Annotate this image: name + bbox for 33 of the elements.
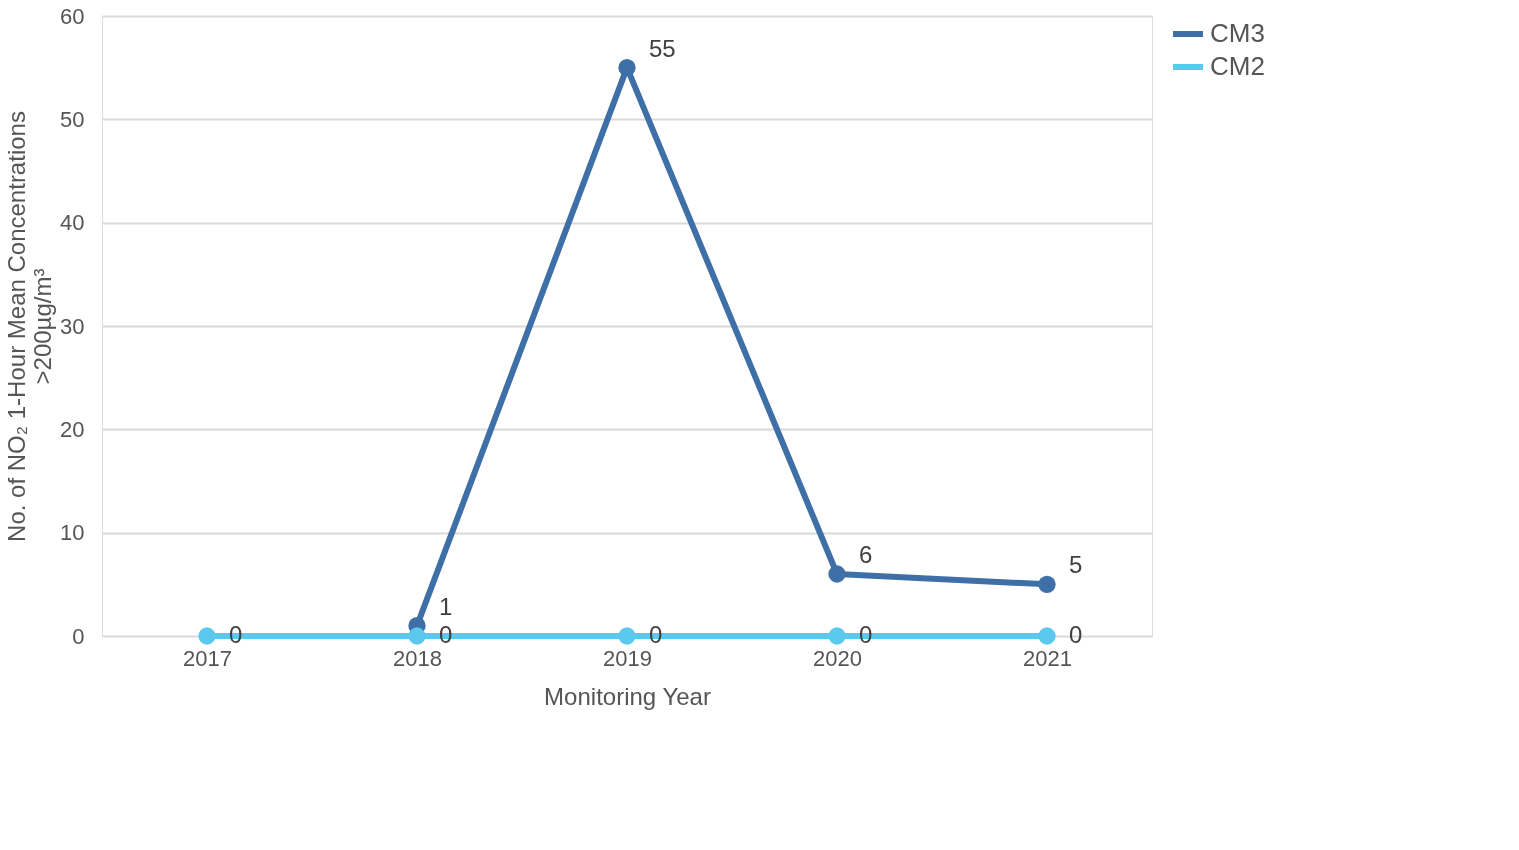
legend-label: CM3 bbox=[1210, 18, 1265, 48]
data-label: 0 bbox=[229, 621, 243, 648]
x-tick-label: 2017 bbox=[183, 645, 232, 671]
x-tick-label: 2019 bbox=[603, 645, 652, 671]
data-label: 0 bbox=[439, 621, 453, 648]
y-tick-label: 10 bbox=[60, 520, 85, 546]
y-tick-label: 60 bbox=[60, 3, 85, 29]
data-label: 0 bbox=[649, 621, 663, 648]
y-tick-label: 0 bbox=[72, 623, 85, 649]
y-tick-label: 20 bbox=[60, 416, 85, 442]
y-tick-label: 50 bbox=[60, 106, 85, 132]
data-label: 1 bbox=[439, 592, 453, 620]
data-label: 6 bbox=[859, 541, 873, 568]
x-tick-label: 2018 bbox=[393, 645, 442, 671]
point bbox=[1038, 627, 1056, 645]
point bbox=[408, 627, 426, 645]
point bbox=[618, 627, 636, 645]
legend-label: CM2 bbox=[1210, 51, 1265, 81]
x-tick-label: 2020 bbox=[813, 645, 862, 671]
point bbox=[828, 565, 846, 583]
point bbox=[828, 627, 846, 645]
data-label: 55 bbox=[649, 34, 676, 62]
y-tick-label: 40 bbox=[60, 210, 85, 236]
data-label: 0 bbox=[1069, 621, 1083, 648]
x-axis-title: Monitoring Year bbox=[544, 682, 711, 710]
point bbox=[1038, 575, 1056, 593]
data-label: 5 bbox=[1069, 551, 1083, 579]
y-tick-label: 30 bbox=[60, 313, 85, 339]
point bbox=[618, 59, 636, 77]
data-label: 0 bbox=[859, 621, 873, 648]
point bbox=[198, 627, 216, 645]
y-axis-title: No. of NO₂ 1-Hour Mean Concentrations >200µg/m³ bbox=[3, 111, 57, 542]
x-tick-label: 2021 bbox=[1023, 645, 1072, 671]
